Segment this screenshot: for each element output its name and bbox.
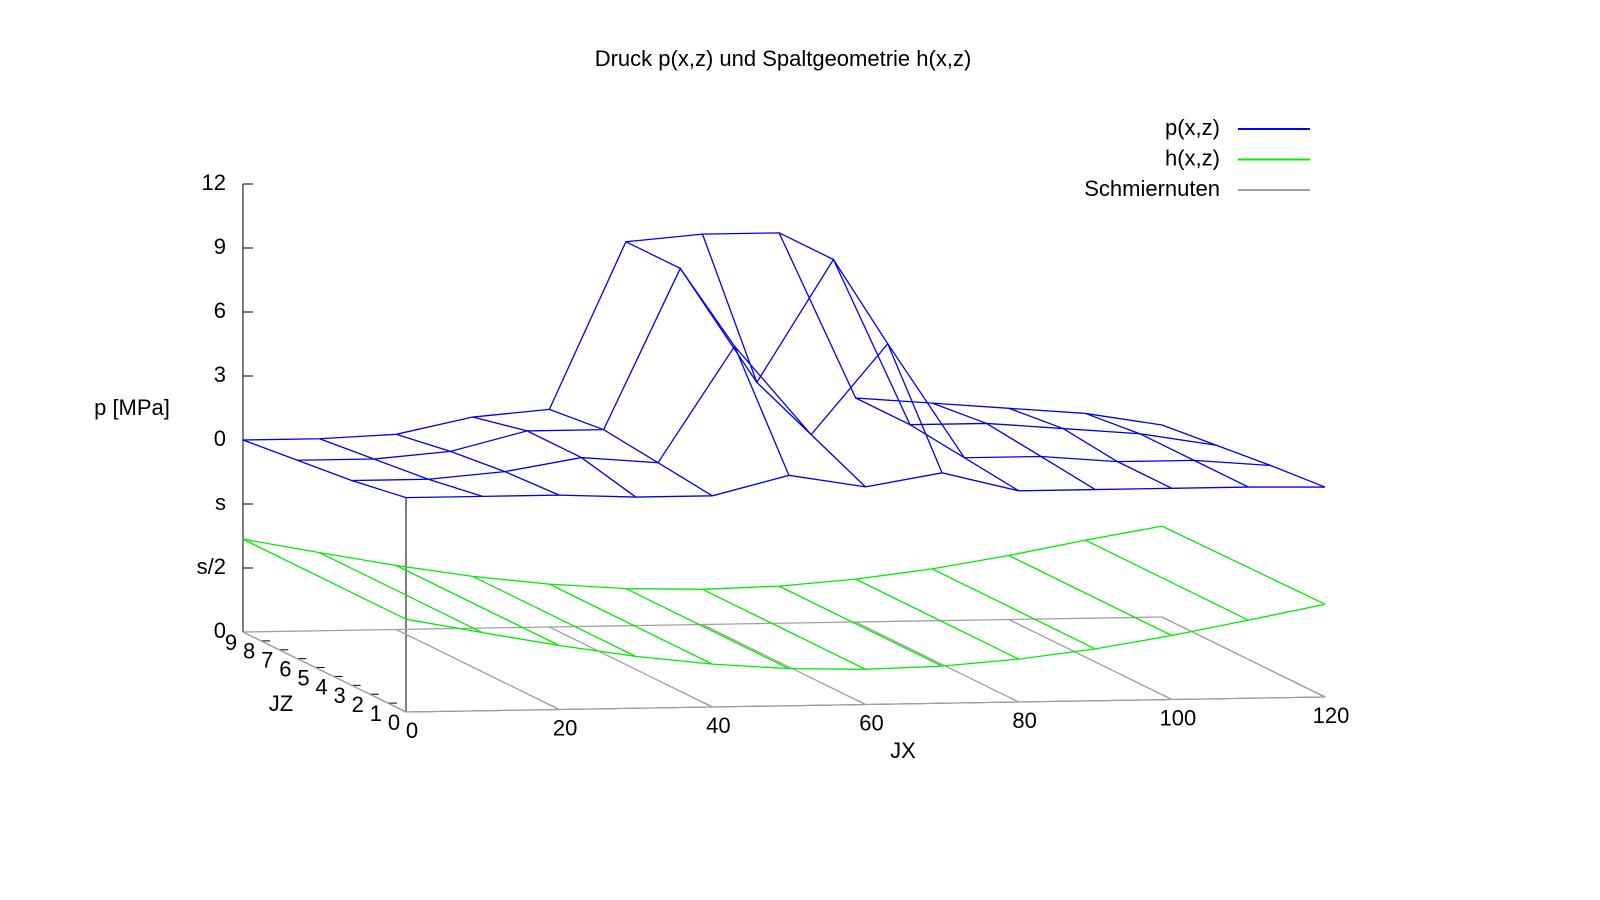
x-tick-label: 80 <box>1012 708 1036 733</box>
surface-column <box>549 583 713 665</box>
surface-column <box>242 439 407 499</box>
surface-column <box>242 631 407 713</box>
surface-column <box>625 588 790 670</box>
surface-column <box>1008 618 1173 701</box>
z-tick-label: 8 <box>243 639 255 664</box>
y-tick-label: 12 <box>202 170 226 195</box>
surface-column <box>855 397 1020 492</box>
y-tick-label: 6 <box>214 298 226 323</box>
x-tick-label: 60 <box>859 710 883 735</box>
legend-label: Schmiernuten <box>1084 176 1220 201</box>
surface-column <box>395 628 560 711</box>
x-tick-label: 20 <box>553 715 577 740</box>
surface-column <box>1008 407 1173 489</box>
z-axis-label: JZ <box>269 691 293 716</box>
surface-column <box>319 552 483 634</box>
x-tick-label: 40 <box>706 713 730 738</box>
surface-row <box>405 472 1326 499</box>
x-tick-label: 120 <box>1313 703 1350 728</box>
surface-column <box>855 578 1019 660</box>
surface-row <box>351 342 1271 482</box>
surface-column <box>931 568 1096 650</box>
surface-column <box>549 408 713 497</box>
z-tick-label: 1 <box>370 701 382 726</box>
legend-label: p(x,z) <box>1165 115 1220 140</box>
z-tick-label: 2 <box>352 692 364 717</box>
y-tick-label: 0 <box>214 618 226 643</box>
surface-column <box>855 621 1019 703</box>
y-tick-label: s/2 <box>197 554 226 579</box>
z-tick-label: 0 <box>388 710 400 735</box>
surface-column <box>395 433 560 496</box>
y-tick-label: 9 <box>214 234 226 259</box>
y-axis-label: p [MPa] <box>94 395 170 420</box>
surface-row <box>242 525 1163 590</box>
surface-column <box>1161 525 1326 605</box>
x-tick-label: 100 <box>1159 705 1196 730</box>
surface-row <box>297 258 1217 461</box>
z-tick-label: 4 <box>315 674 327 699</box>
surface-column <box>1161 424 1326 488</box>
z-tick-label: 6 <box>279 656 291 681</box>
y-tick-label: 0 <box>214 426 226 451</box>
surface-column <box>702 623 866 706</box>
surface-column <box>549 626 713 708</box>
z-tick-label: 9 <box>225 630 237 655</box>
z-tick-label: 7 <box>261 648 273 673</box>
surface-column <box>472 575 637 657</box>
surface-column <box>1161 616 1326 698</box>
surface-row <box>405 603 1326 670</box>
y-tick-label: s <box>215 490 226 515</box>
surface-column <box>932 402 1096 491</box>
surface-column <box>778 585 943 667</box>
x-axis-label: JX <box>890 738 916 763</box>
z-tick-label: 5 <box>297 665 309 690</box>
surface-column <box>395 564 560 647</box>
chart-title: Druck p(x,z) und Spaltgeometrie h(x,z) <box>595 46 972 71</box>
x-tick-label: 0 <box>406 718 418 743</box>
surface-column <box>702 588 866 670</box>
surface-column <box>1008 554 1173 637</box>
surface-column <box>242 538 407 620</box>
y-tick-label: 3 <box>214 362 226 387</box>
z-tick-label: 3 <box>334 683 346 708</box>
surface-column <box>472 416 637 498</box>
surface-column <box>625 241 790 476</box>
surface-column <box>701 233 866 488</box>
surface-column <box>319 438 483 497</box>
surface-row <box>242 232 1163 441</box>
legend-label: h(x,z) <box>1165 145 1220 170</box>
surface-column <box>778 232 943 474</box>
surface-column <box>1085 412 1249 488</box>
surface-column <box>1085 539 1249 621</box>
